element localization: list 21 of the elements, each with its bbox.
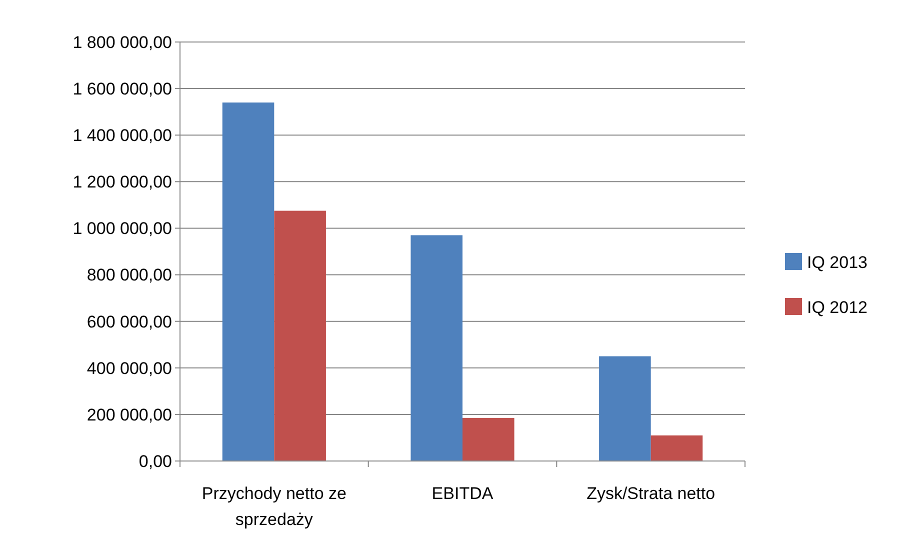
y-tick-label: 400 000,00 <box>86 358 172 378</box>
y-tick-label: 1 600 000,00 <box>72 80 172 99</box>
legend-label: IQ 2012 <box>807 298 868 317</box>
x-tick-label: EBITDA <box>432 484 494 503</box>
y-tick-label: 200 000,00 <box>86 405 172 424</box>
bar <box>274 210 326 461</box>
bar <box>410 235 462 461</box>
x-tick-label: Zysk/Strata netto <box>586 484 716 503</box>
y-tick-label: 0,00 <box>138 452 172 471</box>
bar <box>222 102 274 461</box>
bar <box>599 356 651 461</box>
legend-label: IQ 2013 <box>807 252 868 272</box>
y-tick-label: 1 400 000,00 <box>72 126 172 146</box>
bar <box>462 418 514 461</box>
y-tick-label: 1 800 000,00 <box>72 32 172 52</box>
x-tick-label: Przychody netto ze sprzedaży <box>202 484 346 529</box>
bar <box>650 435 703 461</box>
y-tick-label: 1 000 000,00 <box>72 219 172 238</box>
y-tick-label: 600 000,00 <box>86 312 172 332</box>
y-tick-label: 800 000,00 <box>86 266 172 285</box>
y-tick-label: 1 200 000,00 <box>72 172 172 192</box>
